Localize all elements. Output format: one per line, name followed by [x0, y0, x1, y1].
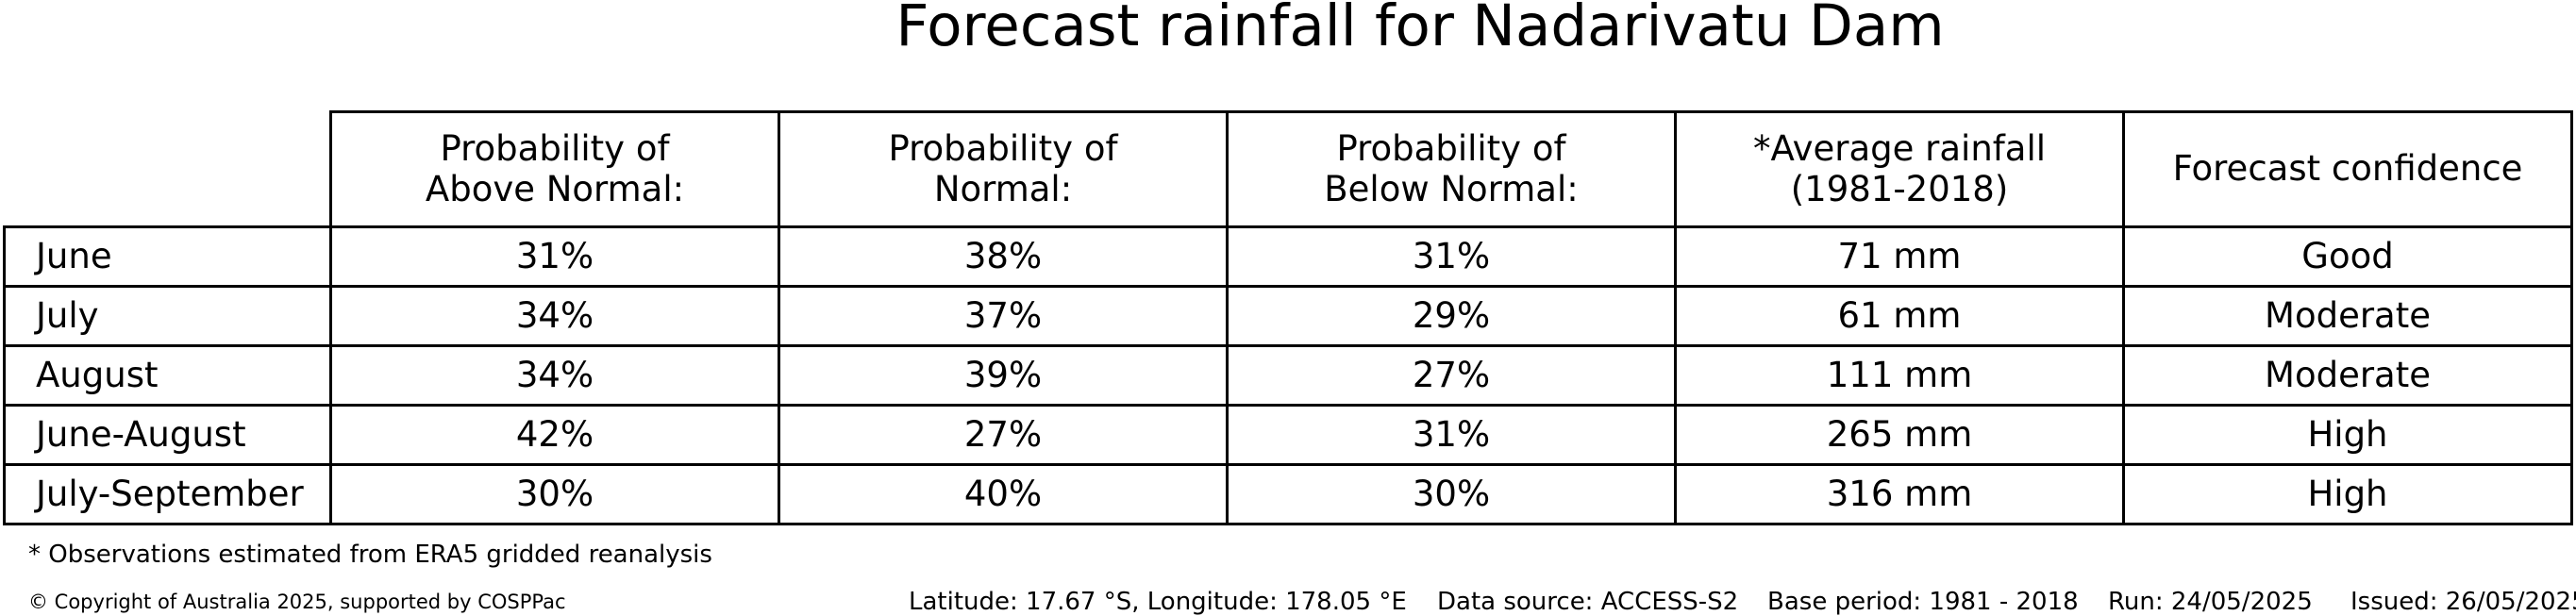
period-cell: July-September: [3, 463, 332, 525]
table-row: June-August 42% 27% 31% 265 mm High: [3, 404, 2573, 466]
table-row: July 34% 37% 29% 61 mm Moderate: [3, 285, 2573, 347]
table-row: July-September 30% 40% 30% 316 mm High: [3, 463, 2573, 525]
above-normal-cell: 30%: [329, 463, 780, 525]
table-row: June 31% 38% 31% 71 mm Good: [3, 225, 2573, 288]
confidence-cell: High: [2122, 463, 2573, 525]
header-average-rainfall: *Average rainfall (1981-2018): [1674, 110, 2125, 228]
header-below-normal: Probability of Below Normal:: [1226, 110, 1677, 228]
header-above-normal: Probability of Above Normal:: [329, 110, 780, 228]
above-normal-cell: 34%: [329, 285, 780, 347]
forecast-table: Probability of Above Normal: Probability…: [3, 110, 2573, 525]
header-normal: Probability of Normal:: [778, 110, 1229, 228]
period-cell: July: [3, 285, 332, 347]
average-rainfall-cell: 265 mm: [1674, 404, 2125, 466]
copyright-notice: © Copyright of Australia 2025, supported…: [28, 591, 566, 613]
issued-date-info: Issued: 26/05/2025: [2350, 588, 2576, 616]
base-period-info: Base period: 1981 - 2018: [1767, 588, 2079, 616]
period-cell: June-August: [3, 404, 332, 466]
below-normal-cell: 27%: [1226, 344, 1677, 407]
below-normal-cell: 30%: [1226, 463, 1677, 525]
footnote: * Observations estimated from ERA5 gridd…: [28, 541, 712, 569]
average-rainfall-cell: 111 mm: [1674, 344, 2125, 407]
table-corner-cell: [4, 111, 332, 228]
table-header-row: Probability of Above Normal: Probability…: [4, 110, 2573, 228]
location-info: Latitude: 17.67 °S, Longitude: 178.05 °E: [909, 588, 1407, 616]
normal-cell: 40%: [778, 463, 1229, 525]
run-date-info: Run: 24/05/2025: [2108, 588, 2313, 616]
below-normal-cell: 31%: [1226, 404, 1677, 466]
page-title: Forecast rainfall for Nadarivatu Dam: [895, 0, 1945, 59]
period-cell: August: [3, 344, 332, 407]
average-rainfall-cell: 71 mm: [1674, 225, 2125, 288]
normal-cell: 27%: [778, 404, 1229, 466]
above-normal-cell: 42%: [329, 404, 780, 466]
header-forecast-confidence: Forecast confidence: [2122, 110, 2573, 228]
above-normal-cell: 31%: [329, 225, 780, 288]
normal-cell: 39%: [778, 344, 1229, 407]
below-normal-cell: 31%: [1226, 225, 1677, 288]
average-rainfall-cell: 316 mm: [1674, 463, 2125, 525]
above-normal-cell: 34%: [329, 344, 780, 407]
normal-cell: 38%: [778, 225, 1229, 288]
data-source-info: Data source: ACCESS-S2: [1437, 588, 1739, 616]
confidence-cell: Good: [2122, 225, 2573, 288]
confidence-cell: Moderate: [2122, 285, 2573, 347]
normal-cell: 37%: [778, 285, 1229, 347]
average-rainfall-cell: 61 mm: [1674, 285, 2125, 347]
below-normal-cell: 29%: [1226, 285, 1677, 347]
confidence-cell: Moderate: [2122, 344, 2573, 407]
period-cell: June: [3, 225, 332, 288]
table-row: August 34% 39% 27% 111 mm Moderate: [3, 344, 2573, 407]
confidence-cell: High: [2122, 404, 2573, 466]
